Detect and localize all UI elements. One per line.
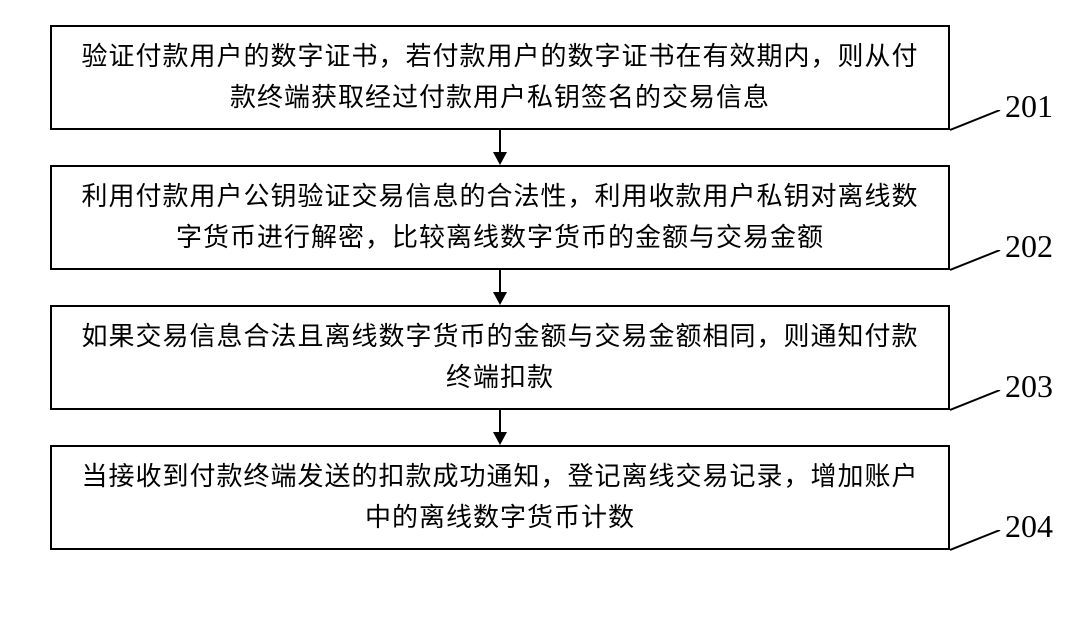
flowchart-canvas: 验证付款用户的数字证书，若付款用户的数字证书在有效期内，则从付款终端获取经过付款… <box>0 0 1080 630</box>
connector-202 <box>950 250 1005 275</box>
connector-201 <box>950 110 1005 135</box>
step-text-202: 利用付款用户公钥验证交易信息的合法性，利用收款用户私钥对离线数字货币进行解密，比… <box>72 177 928 258</box>
step-text-203: 如果交易信息合法且离线数字货币的金额与交易金额相同，则通知付款终端扣款 <box>72 317 928 398</box>
step-label-202: 202 <box>1005 228 1053 265</box>
step-text-201: 验证付款用户的数字证书，若付款用户的数字证书在有效期内，则从付款终端获取经过付款… <box>72 37 928 118</box>
step-text-204: 当接收到付款终端发送的扣款成功通知，登记离线交易记录，增加账户中的离线数字货币计… <box>72 457 928 538</box>
step-label-203: 203 <box>1005 368 1053 405</box>
arrow-1-2 <box>490 130 510 165</box>
arrow-2-3 <box>490 270 510 305</box>
step-label-204: 204 <box>1005 508 1053 545</box>
step-box-203: 如果交易信息合法且离线数字货币的金额与交易金额相同，则通知付款终端扣款 <box>50 305 950 410</box>
step-box-202: 利用付款用户公钥验证交易信息的合法性，利用收款用户私钥对离线数字货币进行解密，比… <box>50 165 950 270</box>
arrow-3-4 <box>490 410 510 445</box>
step-label-201: 201 <box>1005 88 1053 125</box>
step-box-201: 验证付款用户的数字证书，若付款用户的数字证书在有效期内，则从付款终端获取经过付款… <box>50 25 950 130</box>
connector-203 <box>950 390 1005 415</box>
connector-204 <box>950 530 1005 555</box>
step-box-204: 当接收到付款终端发送的扣款成功通知，登记离线交易记录，增加账户中的离线数字货币计… <box>50 445 950 550</box>
